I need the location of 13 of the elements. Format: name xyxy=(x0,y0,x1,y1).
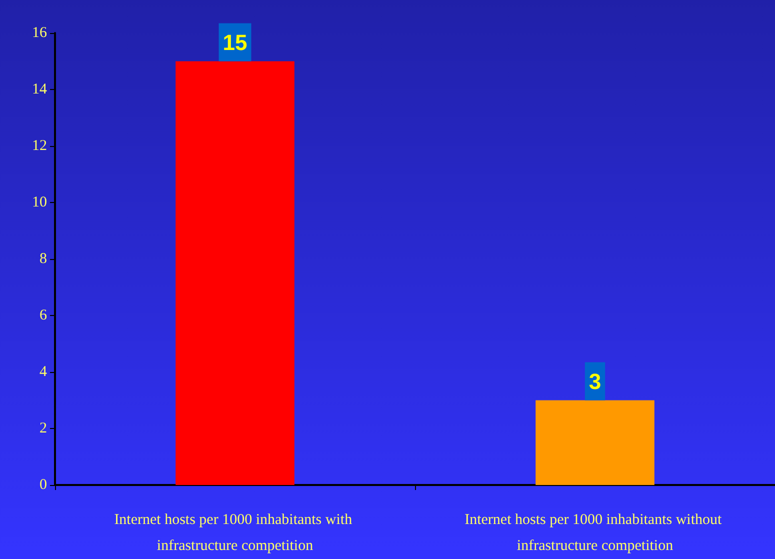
y-tick-label: 2 xyxy=(40,420,47,436)
y-tick-label: 0 xyxy=(40,477,47,493)
y-tick-label: 16 xyxy=(32,25,48,41)
data-label: 3 xyxy=(588,368,602,394)
y-tick-label: 14 xyxy=(32,82,48,98)
y-tick-label: 10 xyxy=(32,194,47,210)
y-tick-label: 4 xyxy=(40,364,48,380)
y-tick-label: 12 xyxy=(32,138,47,154)
y-tick-label: 6 xyxy=(40,308,48,324)
x-tick-label: Internet hosts per 1000 inhabitants without infrastructure competition xyxy=(464,512,726,554)
data-label: 15 xyxy=(222,30,248,55)
x-tick-label: Internet hosts per 1000 inhabitants with infrastructure competition xyxy=(114,512,356,554)
y-tick-label: 8 xyxy=(40,251,47,267)
